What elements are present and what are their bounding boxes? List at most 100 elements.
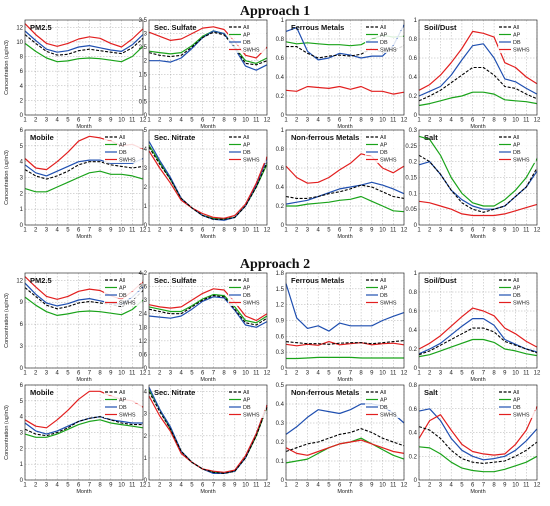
- x-tick-label: 1: [147, 118, 151, 124]
- x-tick-label: 4: [180, 483, 184, 489]
- x-tick-label: 4: [450, 371, 454, 377]
- legend-label-swhs: SWHS: [119, 413, 136, 419]
- legend-label-db: DB: [243, 293, 251, 299]
- y-tick-label: 0.3: [276, 350, 285, 356]
- chart-title: Sec. Sulfate: [154, 23, 197, 32]
- series-line-db: [24, 416, 143, 435]
- series-line-ap: [286, 195, 405, 213]
- y-tick-label: 0: [20, 113, 24, 119]
- series-line-all: [418, 154, 538, 213]
- series-line-db: [148, 296, 268, 328]
- y-tick-label: 6: [20, 69, 24, 75]
- x-axis-label: Month: [470, 489, 485, 495]
- y-tick-label: 0.1: [409, 191, 418, 197]
- legend-bg: [228, 284, 266, 291]
- legend-bg: [228, 388, 266, 396]
- series-line-swhs: [285, 85, 405, 95]
- y-tick-label: 0: [414, 478, 418, 484]
- legend-label-all: All: [119, 390, 125, 396]
- y-tick-label: 2: [20, 191, 24, 197]
- y-tick-label: 0.8: [276, 37, 285, 43]
- x-tick-label: 12: [264, 228, 271, 234]
- series-line-all: [285, 340, 405, 345]
- plot-frame: [418, 272, 538, 369]
- x-axis-label: Month: [76, 377, 91, 383]
- y-tick-label: 0: [144, 366, 148, 372]
- series-line-ap: [418, 446, 538, 473]
- legend-bg: [365, 148, 403, 156]
- legend-label-all: All: [380, 390, 386, 396]
- x-axis-label: Month: [76, 124, 91, 130]
- x-tick-label: 4: [317, 483, 321, 489]
- x-tick-label: 10: [242, 118, 249, 124]
- x-tick-label: 10: [118, 228, 125, 234]
- x-tick-label: 1: [284, 371, 288, 377]
- legend-bg: [498, 299, 536, 306]
- x-tick-label: 5: [190, 228, 194, 234]
- x-tick-label: 9: [233, 483, 237, 489]
- legend-bg: [498, 23, 536, 31]
- x-tick-label: 12: [534, 228, 541, 234]
- x-tick-label: 1: [284, 228, 288, 234]
- x-tick-label: 7: [482, 118, 486, 124]
- legend-label-ap: AP: [119, 286, 127, 292]
- x-tick-label: 6: [471, 371, 475, 377]
- chart-1-8: 1 2 3 4 5 6 7 8 9 10 11 1200.050.10.150.20.250.3Sal…: [405, 128, 541, 240]
- y-tick-label: 0.6: [139, 352, 148, 358]
- legend-label-all: All: [119, 135, 125, 141]
- x-tick-label: 10: [118, 483, 125, 489]
- legend-label-ap: AP: [513, 143, 521, 149]
- series-line-swhs: [148, 26, 268, 59]
- x-tick-label: 3: [45, 483, 49, 489]
- series-line-db: [285, 24, 405, 61]
- legend-bg: [104, 284, 142, 291]
- y-tick-label: 1.8: [139, 325, 148, 331]
- x-tick-label: 8: [98, 371, 102, 377]
- x-tick-label: 9: [370, 371, 374, 377]
- chart-title: PM2.5: [30, 276, 52, 285]
- x-tick-label: 4: [180, 371, 184, 377]
- x-axis-label: Month: [200, 489, 215, 495]
- x-tick-label: 1: [147, 228, 151, 234]
- y-tick-label: 4: [20, 84, 24, 90]
- x-tick-label: 10: [118, 118, 125, 124]
- x-tick-label: 2: [34, 371, 38, 377]
- x-tick-label: 6: [471, 118, 475, 124]
- x-tick-label: 11: [129, 228, 136, 234]
- x-tick-label: 5: [190, 118, 194, 124]
- series-line-db: [285, 283, 405, 332]
- legend-label-ap: AP: [380, 286, 388, 292]
- y-tick-label: 0.4: [276, 185, 285, 191]
- y-tick-label: 2: [144, 59, 148, 65]
- legend-bg: [498, 38, 536, 46]
- legend-label-swhs: SWHS: [380, 48, 397, 54]
- legend-label-swhs: SWHS: [380, 301, 397, 307]
- plot-area: [25, 20, 143, 115]
- legend-bg: [104, 141, 142, 148]
- legend-bg: [228, 23, 266, 31]
- x-tick-label: 5: [327, 483, 331, 489]
- y-tick-label: 3: [20, 176, 24, 182]
- y-tick-label: 0: [281, 223, 285, 229]
- legend-bg: [104, 133, 142, 141]
- x-tick-label: 12: [401, 118, 408, 124]
- y-tick-label: 3: [20, 431, 24, 437]
- y-tick-label: 1: [144, 86, 148, 92]
- x-axis-label: Month: [76, 489, 91, 495]
- legend-bg: [365, 133, 403, 141]
- legend-bg: [498, 156, 536, 163]
- legend-label-swhs: SWHS: [119, 301, 136, 307]
- x-tick-label: 7: [482, 483, 486, 489]
- y-tick-label: 10: [16, 40, 23, 46]
- x-axis-label: Month: [200, 377, 215, 383]
- chart-title: Mobile: [30, 133, 54, 142]
- x-tick-label: 10: [512, 483, 519, 489]
- x-tick-label: 10: [512, 118, 519, 124]
- y-tick-label: 0: [20, 366, 24, 372]
- x-tick-label: 11: [253, 118, 260, 124]
- y-tick-label: 0: [414, 223, 418, 229]
- chart-2-2: 1 2 3 4 5 6 7 8 9 10 11 1200.61.21.82.433.64.2Sec. …: [139, 271, 271, 383]
- legend-label-swhs: SWHS: [380, 413, 397, 419]
